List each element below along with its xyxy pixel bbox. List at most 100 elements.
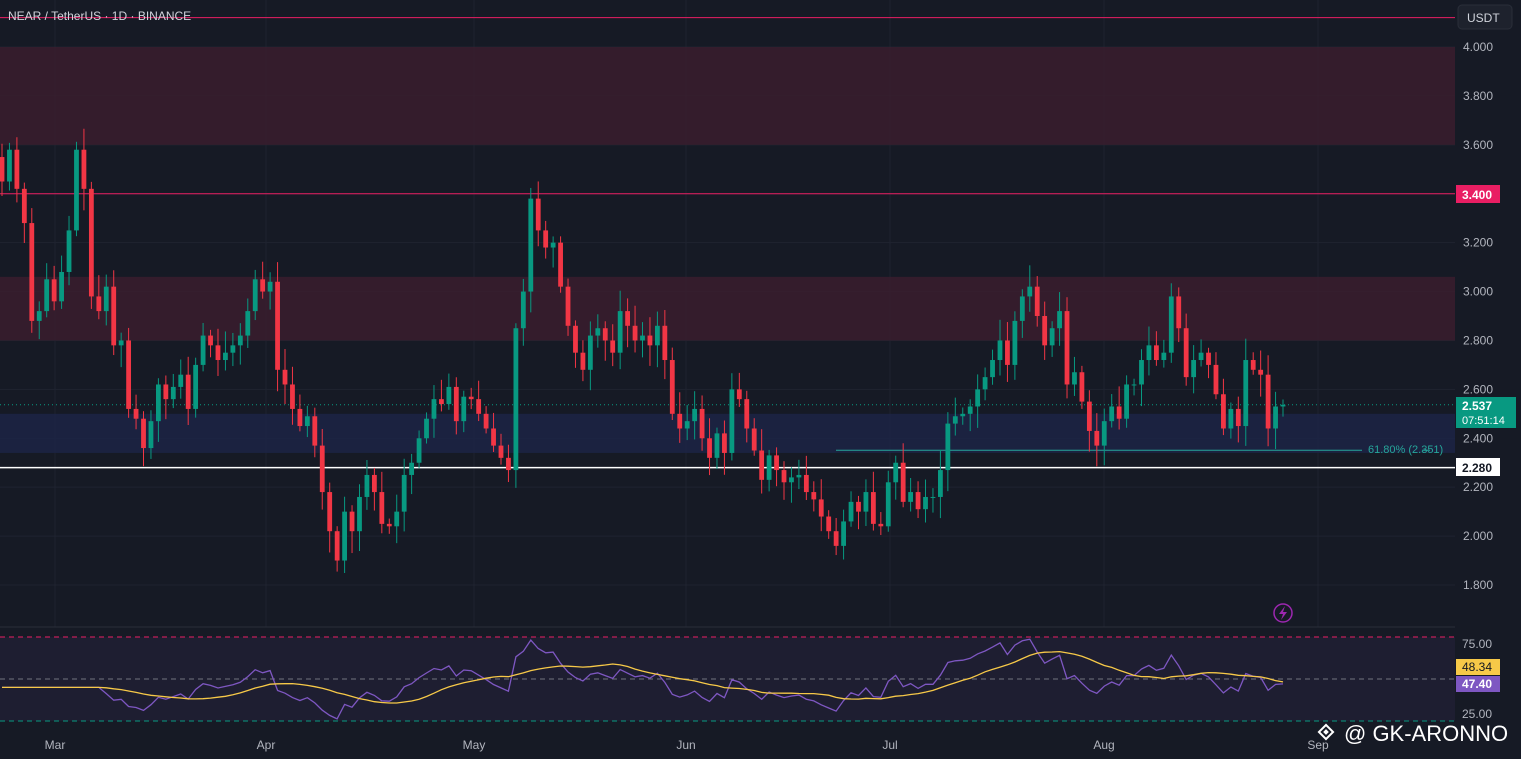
lightning-icon[interactable]: [1273, 603, 1293, 623]
candle-body: [170, 386, 176, 400]
candle: [818, 479, 824, 532]
candle: [476, 380, 482, 422]
candle-body: [863, 492, 869, 512]
candle: [677, 392, 683, 443]
candle-body: [394, 511, 400, 527]
candle-body: [1265, 374, 1271, 429]
candle: [401, 458, 407, 532]
candle: [550, 236, 556, 268]
candle: [669, 347, 675, 421]
candle-body: [550, 242, 556, 248]
candle: [699, 395, 705, 451]
candle: [51, 265, 57, 311]
candle: [498, 433, 504, 465]
rsi-pane[interactable]: 75.00 25.00 48.34 47.40: [0, 626, 1500, 722]
time-axis[interactable]: Mar Apr May Jun Jul Aug Sep: [45, 738, 1329, 752]
candle: [416, 430, 422, 469]
candle: [1139, 349, 1144, 407]
candle: [163, 375, 169, 420]
currency-button[interactable]: USDT: [1457, 4, 1513, 30]
candle-body: [1019, 296, 1025, 321]
candle-body: [1094, 430, 1100, 446]
candle: [1101, 408, 1107, 466]
current-price-label: 2.537 07:51:14: [1456, 397, 1516, 428]
candle-body: [662, 325, 668, 361]
candle: [1213, 352, 1219, 400]
candle: [1057, 292, 1062, 346]
candle: [200, 322, 206, 372]
candle-body: [476, 399, 482, 414]
candle: [1235, 396, 1241, 443]
candle: [319, 428, 325, 510]
candle-body: [1064, 311, 1070, 385]
candle: [878, 512, 884, 536]
price-tick-label: 4.000: [1463, 40, 1493, 54]
candle: [744, 390, 750, 443]
candle-body: [148, 421, 154, 449]
candle-body: [1198, 352, 1204, 361]
rsi-line: [2, 638, 1284, 720]
time-tick-label: Apr: [257, 738, 276, 752]
candle-body: [669, 360, 675, 414]
candle-body: [275, 281, 280, 370]
candle: [595, 314, 601, 348]
candle-body: [1161, 352, 1167, 361]
candle-body: [1191, 360, 1197, 378]
candle-body: [357, 496, 362, 532]
price-tick-label: 2.400: [1463, 431, 1493, 445]
candle-body: [1153, 345, 1159, 361]
candle: [245, 298, 251, 348]
candle: [908, 477, 914, 512]
price-tick-label: 2.600: [1463, 382, 1493, 396]
candle-body: [424, 418, 429, 439]
candle-body: [461, 396, 467, 422]
candle: [558, 236, 563, 293]
candle-body: [789, 477, 794, 483]
candle-body: [513, 328, 519, 471]
candle-body: [975, 389, 981, 407]
symbol-header[interactable]: NEAR / TetherUS · 1D · BINANCE: [8, 9, 191, 23]
candle: [1005, 322, 1010, 382]
currency-button-label: USDT: [1467, 11, 1500, 25]
candle-body: [573, 325, 578, 353]
candle: [111, 270, 117, 356]
candle-body: [7, 149, 12, 182]
candle-body: [1079, 372, 1085, 402]
candle-body: [558, 242, 563, 287]
candle: [141, 411, 146, 467]
candle: [632, 305, 638, 353]
candle: [364, 460, 370, 510]
candle: [1131, 378, 1137, 396]
resistance-price-text: 3.400: [1462, 188, 1492, 202]
candle-body: [1250, 360, 1256, 370]
candle: [349, 505, 355, 554]
candle-body: [44, 279, 50, 312]
candle-body: [774, 455, 779, 471]
candle-body: [468, 396, 474, 400]
candle-body: [185, 374, 191, 409]
candle-body: [990, 360, 995, 378]
red-zone: [0, 276, 1455, 341]
rsi-ma-value-label: 48.34: [1456, 659, 1500, 675]
candle: [1198, 339, 1204, 367]
candle-body: [36, 311, 42, 321]
candle-body: [304, 416, 310, 427]
candle: [74, 141, 79, 237]
candle: [96, 275, 102, 320]
candle-body: [923, 496, 928, 510]
candle: [833, 518, 839, 556]
rsi-value-text: 47.40: [1462, 677, 1492, 691]
candle: [446, 373, 452, 410]
candle: [1019, 289, 1025, 338]
candle-body: [282, 369, 288, 385]
candle: [439, 379, 444, 412]
candle: [223, 331, 228, 371]
candle: [327, 482, 333, 553]
candle-body: [997, 340, 1003, 361]
candle-body: [118, 340, 124, 346]
candle: [520, 278, 526, 346]
candle-body: [766, 455, 772, 480]
candle-body: [1101, 421, 1107, 446]
candle-body: [178, 374, 184, 387]
